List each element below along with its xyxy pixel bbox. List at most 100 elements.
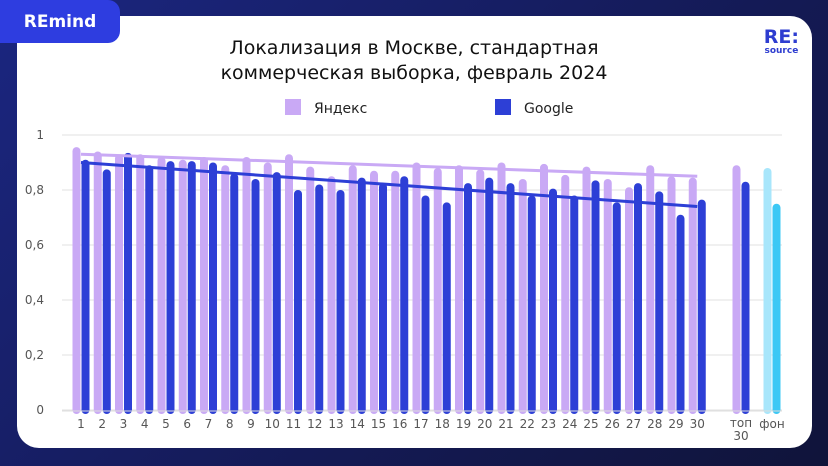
google-bar — [464, 183, 472, 414]
x-tick-label: 21 — [498, 417, 513, 431]
yandex-bar — [646, 165, 655, 414]
google-bar — [549, 188, 557, 414]
google-bar — [676, 214, 685, 414]
google-bar — [294, 190, 302, 414]
x-tick-label: 12 — [307, 417, 322, 431]
yandex-bar — [306, 166, 315, 414]
yandex-bar — [688, 177, 697, 414]
x-tick-label: 23 — [541, 417, 556, 431]
yandex-bar — [561, 174, 570, 414]
x-tick-label: 28 — [647, 417, 662, 431]
google-bar — [102, 169, 111, 414]
legend-label: Яндекс — [314, 101, 367, 117]
legend-label: Google — [524, 101, 573, 117]
google-bar — [315, 184, 324, 414]
google-bar — [379, 183, 387, 414]
yandex-bar — [391, 170, 400, 414]
remind-badge: REmind — [0, 0, 120, 43]
x-tick-label: 30 — [690, 417, 705, 431]
logo-sub: source — [764, 46, 799, 56]
yandex-bar — [263, 162, 272, 414]
yandex-bar — [327, 176, 336, 414]
yandex-bar — [221, 165, 230, 414]
yandex-trend-line — [80, 152, 698, 178]
yandex-legend-swatch — [285, 99, 301, 115]
google-bar — [527, 195, 536, 414]
google-bar — [612, 202, 621, 414]
google-bar — [357, 177, 366, 414]
x-tick-label: 10 — [265, 417, 280, 431]
google-legend-swatch — [495, 99, 511, 115]
x-tick-label: 24 — [562, 417, 577, 431]
y-tick-label: 0,2 — [25, 348, 44, 362]
yandex-bar — [93, 151, 102, 414]
google-bar — [230, 173, 239, 414]
x-tick-label: 17 — [413, 417, 428, 431]
x-tick-label: 13 — [328, 417, 343, 431]
yandex-bar — [157, 157, 166, 414]
yandex-bar — [518, 179, 527, 414]
google-bar — [772, 203, 781, 414]
yandex-bar — [72, 147, 81, 414]
x-tick-label: 25 — [583, 417, 598, 431]
google-bar — [506, 183, 515, 414]
yandex-bar — [667, 176, 676, 414]
y-tick-label: 1 — [36, 128, 44, 142]
resource-logo: RE: source — [764, 28, 799, 56]
google-bar — [442, 202, 451, 414]
yandex-bar — [136, 154, 145, 414]
google-bar — [124, 152, 132, 414]
google-bar — [421, 195, 430, 414]
x-tick-label: 30 — [733, 429, 748, 443]
google-bar — [741, 181, 750, 414]
x-tick-label: 26 — [605, 417, 620, 431]
google-bar — [187, 161, 196, 414]
google-bar — [697, 199, 706, 414]
google-bar — [251, 179, 260, 414]
y-tick-label: 0,8 — [25, 183, 44, 197]
x-tick-label: 11 — [286, 417, 301, 431]
title-line-2: коммерческая выборка, февраль 2024 — [220, 62, 608, 84]
google-bar — [400, 176, 409, 414]
yandex-bar — [178, 159, 187, 414]
google-bar — [570, 195, 579, 414]
x-tick-label: 19 — [456, 417, 471, 431]
yandex-bar — [497, 162, 506, 414]
yandex-bar — [242, 157, 251, 414]
x-tick-label: 29 — [668, 417, 683, 431]
yandex-bar — [732, 165, 741, 414]
x-tick-label: 1 — [77, 417, 85, 431]
x-tick-label: топ — [730, 416, 752, 430]
google-bar — [209, 162, 217, 414]
yandex-bar — [625, 187, 633, 414]
x-tick-label: 20 — [477, 417, 492, 431]
x-tick-label: 4 — [141, 417, 149, 431]
yandex-bar — [433, 168, 442, 414]
yandex-bar — [370, 170, 378, 414]
yandex-bar — [603, 179, 612, 414]
yandex-bar — [285, 154, 293, 414]
y-tick-label: 0,4 — [25, 293, 44, 307]
yandex-bar — [412, 162, 421, 414]
yandex-bar — [476, 169, 485, 414]
title-line-1: Локализация в Москве, стандартная — [229, 37, 599, 59]
google-bar — [166, 161, 175, 414]
y-tick-label: 0 — [36, 403, 44, 417]
google-bar — [81, 159, 90, 414]
x-tick-label: 7 — [205, 417, 213, 431]
google-bar — [634, 183, 642, 414]
x-tick-label: 18 — [435, 417, 450, 431]
x-tick-label: 2 — [98, 417, 106, 431]
logo-main: RE: — [763, 26, 799, 48]
chart-title: Локализация в Москве, стандартная коммер… — [0, 36, 828, 86]
yandex-bar — [200, 157, 208, 414]
google-bar — [591, 180, 600, 414]
x-tick-label: 16 — [392, 417, 407, 431]
yandex-bar — [455, 165, 463, 414]
google-bar — [145, 165, 154, 414]
x-tick-label: 9 — [247, 417, 255, 431]
yandex-bar — [115, 154, 123, 414]
yandex-bar — [763, 168, 772, 414]
yandex-bar — [540, 163, 548, 414]
